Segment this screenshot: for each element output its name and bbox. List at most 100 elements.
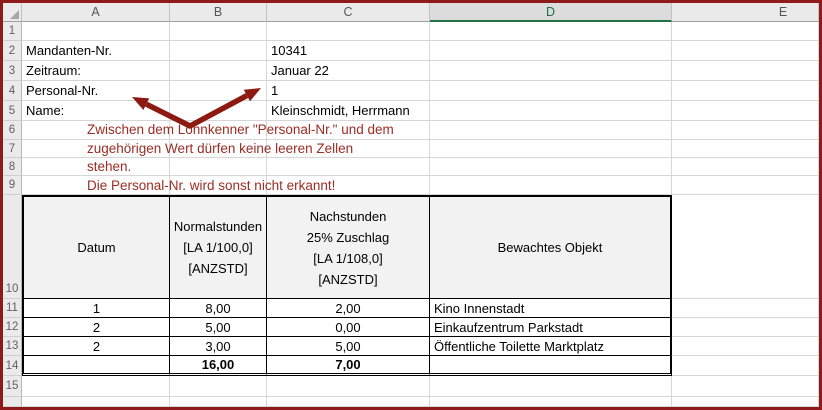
cell-personalnr-label[interactable]: Personal-Nr. bbox=[22, 81, 170, 101]
cell[interactable] bbox=[672, 397, 819, 407]
cell-objekt-3[interactable]: Öffentliche Toilette Marktplatz bbox=[430, 337, 672, 356]
cell-e8[interactable] bbox=[672, 158, 819, 176]
cell-normal-2[interactable]: 5,00 bbox=[170, 318, 267, 337]
cell-b8[interactable] bbox=[170, 158, 267, 176]
cell-e12[interactable] bbox=[672, 318, 819, 337]
row-header-11[interactable]: 11 bbox=[3, 299, 22, 318]
cell-zeitraum-label[interactable]: Zeitraum: bbox=[22, 61, 170, 81]
cell-personalnr-value[interactable]: 1 bbox=[267, 81, 430, 101]
cell-d15[interactable] bbox=[430, 376, 672, 397]
cell-a14[interactable] bbox=[22, 356, 170, 376]
cell-a8[interactable] bbox=[22, 158, 170, 176]
column-header-c[interactable]: C bbox=[267, 3, 430, 22]
cell-d1[interactable] bbox=[430, 22, 672, 41]
cell-e10[interactable] bbox=[672, 195, 819, 299]
row-header-14[interactable]: 14 bbox=[3, 356, 22, 376]
header-cell-nachtstunden[interactable]: Nachstunden 25% Zuschlag [LA 1/108,0] [A… bbox=[267, 195, 430, 299]
cell-b2[interactable] bbox=[170, 41, 267, 61]
cell-b7[interactable] bbox=[170, 140, 267, 158]
cell-c8[interactable] bbox=[267, 158, 430, 176]
cell-d4[interactable] bbox=[430, 81, 672, 101]
cell-datum-3[interactable]: 2 bbox=[22, 337, 170, 356]
cell-d9[interactable] bbox=[430, 176, 672, 195]
cell-c15[interactable] bbox=[267, 376, 430, 397]
cell-d2[interactable] bbox=[430, 41, 672, 61]
header-cell-normalstunden[interactable]: Normalstunden [LA 1/100,0] [ANZSTD] bbox=[170, 195, 267, 299]
cell-d14[interactable] bbox=[430, 356, 672, 376]
cell-b4[interactable] bbox=[170, 81, 267, 101]
cell-e14[interactable] bbox=[672, 356, 819, 376]
cell-b5[interactable] bbox=[170, 101, 267, 121]
cell-d5[interactable] bbox=[430, 101, 672, 121]
cell-a6[interactable] bbox=[22, 121, 170, 140]
cell-e4[interactable] bbox=[672, 81, 819, 101]
cell-datum-1[interactable]: 1 bbox=[22, 299, 170, 318]
cell-b9[interactable] bbox=[170, 176, 267, 195]
column-header-d-selected[interactable]: D bbox=[430, 3, 672, 22]
cell-e3[interactable] bbox=[672, 61, 819, 81]
cell-b1[interactable] bbox=[170, 22, 267, 41]
cell-d7[interactable] bbox=[430, 140, 672, 158]
cell-d6[interactable] bbox=[430, 121, 672, 140]
cell-mandanten-label[interactable]: Mandanten-Nr. bbox=[22, 41, 170, 61]
cell-total-nachtstunden[interactable]: 7,00 bbox=[267, 356, 430, 376]
cell-mandanten-value[interactable]: 10341 bbox=[267, 41, 430, 61]
cell-datum-2[interactable]: 2 bbox=[22, 318, 170, 337]
cell-a1[interactable] bbox=[22, 22, 170, 41]
cell-e9[interactable] bbox=[672, 176, 819, 195]
annotation-warning-text[interactable]: Zwischen dem Lohnkenner "Personal-Nr." u… bbox=[87, 121, 394, 195]
header-cell-datum[interactable]: Datum bbox=[22, 195, 170, 299]
row-header-9[interactable]: 9 bbox=[3, 176, 22, 195]
cell[interactable] bbox=[430, 397, 672, 407]
cell-e1[interactable] bbox=[672, 22, 819, 41]
row-header-5[interactable]: 5 bbox=[3, 101, 22, 121]
row-header-partial[interactable] bbox=[3, 397, 22, 407]
cell-a7[interactable] bbox=[22, 140, 170, 158]
cell-objekt-2[interactable]: Einkaufzentrum Parkstadt bbox=[430, 318, 672, 337]
cell-e13[interactable] bbox=[672, 337, 819, 356]
cell-a15[interactable] bbox=[22, 376, 170, 397]
cell-c1[interactable] bbox=[267, 22, 430, 41]
column-header-e[interactable]: E bbox=[672, 3, 819, 22]
cell[interactable] bbox=[170, 397, 267, 407]
row-header-15[interactable]: 15 bbox=[3, 376, 22, 397]
row-header-10[interactable]: 10 bbox=[3, 195, 22, 299]
cell-c9[interactable] bbox=[267, 176, 430, 195]
cell-objekt-1[interactable]: Kino Innenstadt bbox=[430, 299, 672, 318]
cell-normal-3[interactable]: 3,00 bbox=[170, 337, 267, 356]
cell[interactable] bbox=[22, 397, 170, 407]
column-header-a[interactable]: A bbox=[22, 3, 170, 22]
cell-a9[interactable] bbox=[22, 176, 170, 195]
cell-name-value[interactable]: Kleinschmidt, Herrmann bbox=[267, 101, 430, 121]
cell-zeitraum-value[interactable]: Januar 22 bbox=[267, 61, 430, 81]
cell-e5[interactable] bbox=[672, 101, 819, 121]
cell-d8[interactable] bbox=[430, 158, 672, 176]
row-header-8[interactable]: 8 bbox=[3, 158, 22, 176]
cell-c7[interactable] bbox=[267, 140, 430, 158]
row-header-2[interactable]: 2 bbox=[3, 41, 22, 61]
cell-e15[interactable] bbox=[672, 376, 819, 397]
row-header-6[interactable]: 6 bbox=[3, 121, 22, 140]
select-all-button[interactable] bbox=[3, 3, 22, 22]
cell-b15[interactable] bbox=[170, 376, 267, 397]
cell-normal-1[interactable]: 8,00 bbox=[170, 299, 267, 318]
cell-b3[interactable] bbox=[170, 61, 267, 81]
cell-c6[interactable] bbox=[267, 121, 430, 140]
cell-e7[interactable] bbox=[672, 140, 819, 158]
row-header-7[interactable]: 7 bbox=[3, 140, 22, 158]
cell-nacht-3[interactable]: 5,00 bbox=[267, 337, 430, 356]
cell-nacht-2[interactable]: 0,00 bbox=[267, 318, 430, 337]
cell-nacht-1[interactable]: 2,00 bbox=[267, 299, 430, 318]
cell-e2[interactable] bbox=[672, 41, 819, 61]
row-header-3[interactable]: 3 bbox=[3, 61, 22, 81]
cell-e6[interactable] bbox=[672, 121, 819, 140]
row-header-12[interactable]: 12 bbox=[3, 318, 22, 337]
cell-d3[interactable] bbox=[430, 61, 672, 81]
row-header-13[interactable]: 13 bbox=[3, 337, 22, 356]
cell-name-label[interactable]: Name: bbox=[22, 101, 170, 121]
row-header-4[interactable]: 4 bbox=[3, 81, 22, 101]
cell-e11[interactable] bbox=[672, 299, 819, 318]
header-cell-bewachtes-objekt[interactable]: Bewachtes Objekt bbox=[430, 195, 672, 299]
column-header-b[interactable]: B bbox=[170, 3, 267, 22]
cell[interactable] bbox=[267, 397, 430, 407]
